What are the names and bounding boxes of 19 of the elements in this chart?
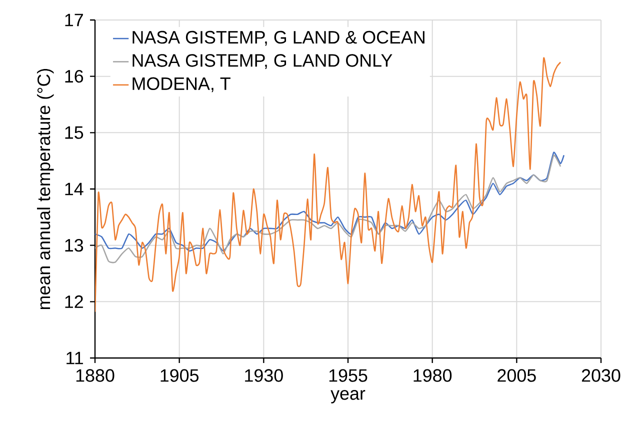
x-tick-label: 1980 [414,369,452,382]
y-tick-label: 17 [65,14,83,26]
x-axis-title: year [330,390,366,404]
x-tick-label: 2030 [582,369,620,382]
y-tick-label: 15 [65,126,84,139]
x-tick-label: 1955 [329,369,368,382]
x-tick-label: 1880 [76,369,114,382]
y-axis-title: mean annual temperature (°C) [37,68,54,310]
legend-label: NASA GISTEMP, G LAND & OCEAN [132,30,424,46]
legend-label: MODENA, T [132,77,230,92]
y-tick-label: 16 [65,70,84,83]
y-tick-label: 12 [65,295,83,308]
y-tick-label: 14 [65,182,84,196]
y-tick-label: 11 [66,352,83,364]
legend-label: NASA GISTEMP, G LAND ONLY [132,54,392,69]
x-tick-label: 2005 [498,369,536,382]
x-tick-label: 1905 [160,369,199,382]
x-tick-label: 1930 [245,369,283,382]
y-tick-label: 13 [65,238,84,252]
